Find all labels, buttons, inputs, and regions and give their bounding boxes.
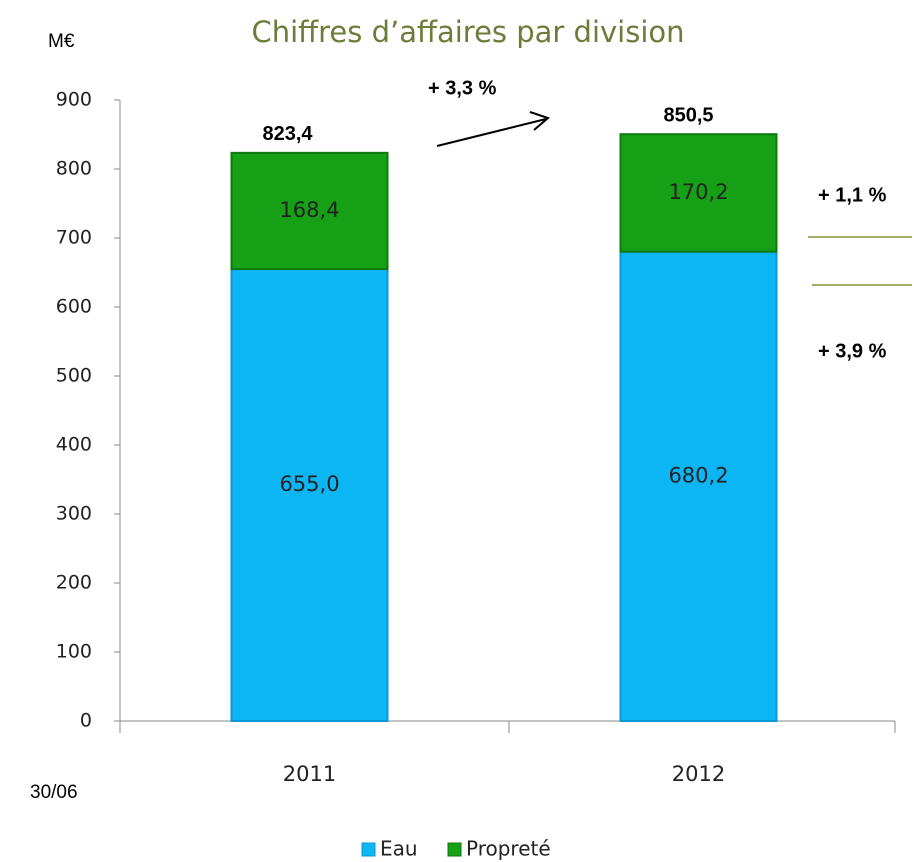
value-label: 655,0 [279,472,339,496]
bar-segment [619,133,778,253]
bar-segment [230,151,389,271]
y-tick-label: 200 [56,572,92,594]
y-tick-label: 800 [56,158,92,180]
legend-swatch [361,842,376,857]
y-tick-label: 0 [80,710,92,732]
legend-swatch [447,842,462,857]
annotation: + 3,3 % [428,77,497,99]
annotation: + 1,1 % [818,184,887,206]
y-tick-label: 500 [56,365,92,387]
y-axis-label: M€ [48,31,75,52]
y-tick-label: 600 [56,296,92,318]
annotation: + 3,9 % [818,340,887,362]
x-tick-label: 2011 [283,762,336,786]
total-label: 823,4 [262,123,313,145]
total-label: 850,5 [663,104,713,126]
legend-label: Eau [380,837,418,861]
y-tick-label: 900 [56,89,92,111]
y-tick-label: 400 [56,434,92,456]
chart-title: Chiffres d’affaires par division [251,15,684,49]
legend-label: Propreté [466,837,551,861]
y-tick-label: 700 [56,227,92,249]
value-label: 170,2 [668,180,728,204]
footnote: 30/06 [30,782,78,803]
value-label: 168,4 [279,198,339,222]
arrow-head [529,111,550,131]
x-tick-label: 2012 [672,762,725,786]
arrow [436,118,547,147]
y-tick-label: 100 [56,641,92,663]
value-label: 680,2 [668,463,728,487]
y-tick-label: 300 [56,503,92,525]
